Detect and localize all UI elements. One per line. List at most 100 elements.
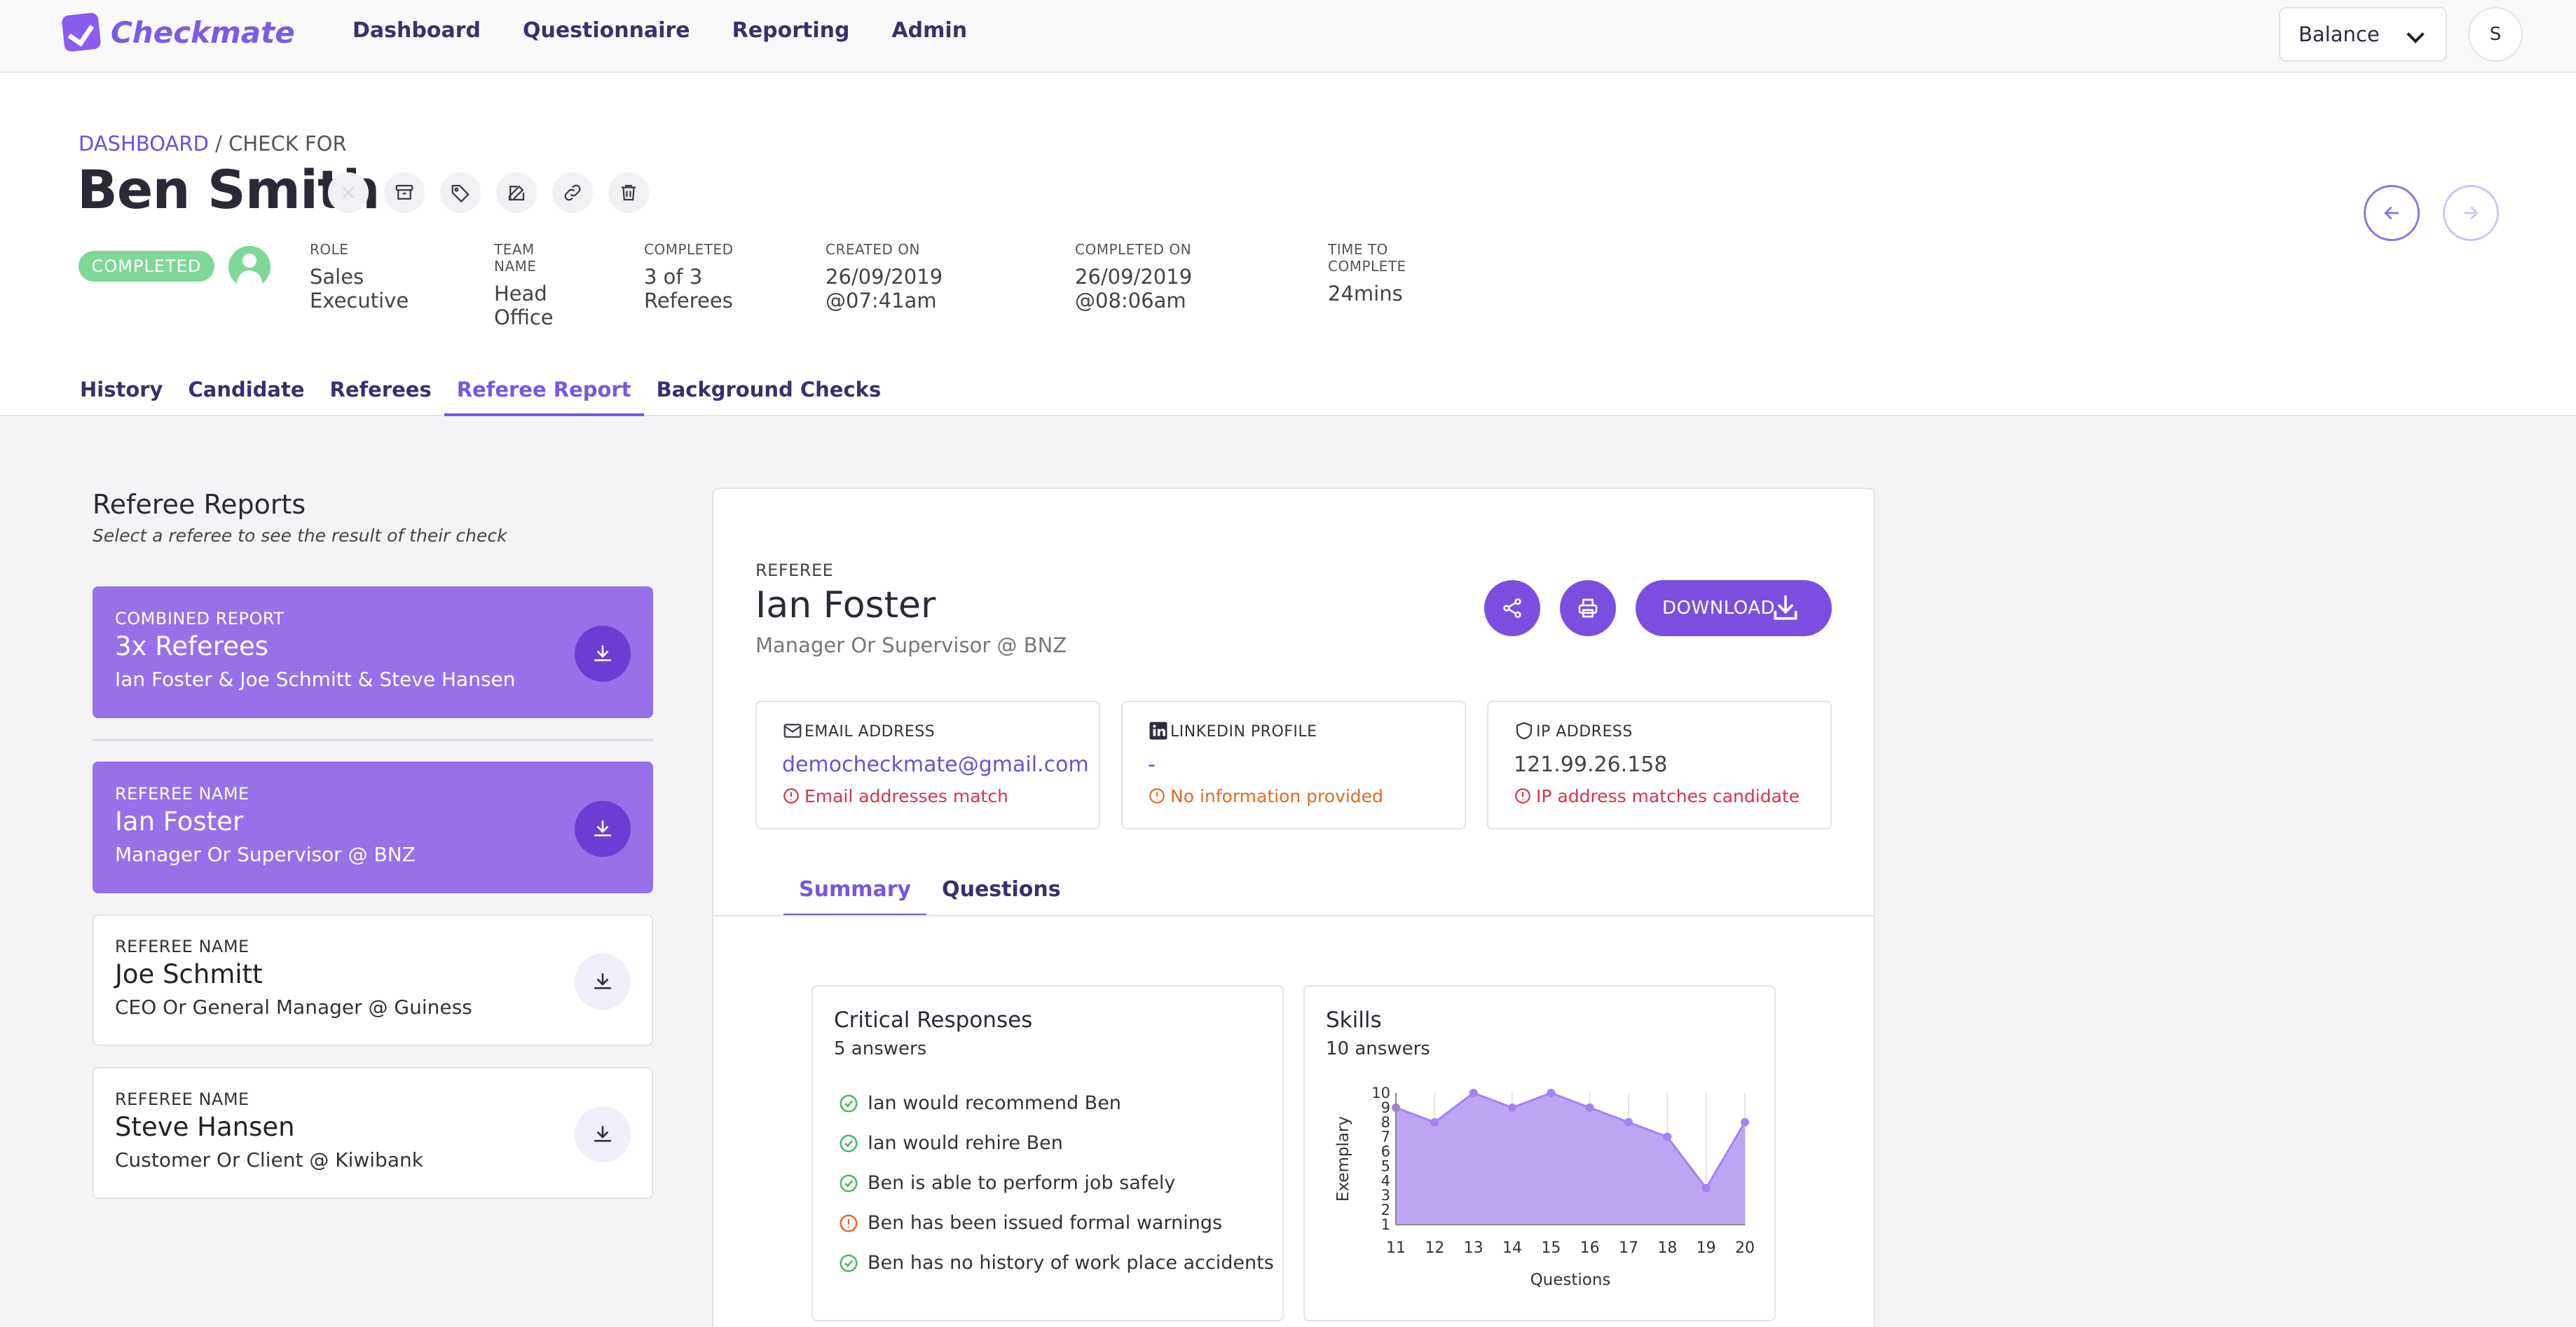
critical-response-text: Ian would rehire Ben — [868, 1132, 1063, 1154]
x-tick-label: 20 — [1735, 1239, 1755, 1257]
tab-background-checks[interactable]: Background Checks — [656, 378, 882, 401]
data-point — [1741, 1118, 1749, 1127]
referee-report-panel: REFEREE Ian Foster Manager Or Supervisor… — [712, 488, 1875, 1327]
edit-button[interactable] — [496, 172, 537, 213]
download-icon — [594, 820, 611, 837]
data-point — [1430, 1118, 1439, 1127]
referee-role: Manager Or Supervisor @ BNZ — [755, 633, 1067, 657]
meta-role: ROLE Sales Executive — [310, 241, 409, 312]
data-point — [1701, 1183, 1711, 1192]
alert-circle-icon — [840, 1214, 858, 1232]
meta-created-on: CREATED ON 26/09/2019 @07:41am — [825, 241, 943, 312]
card-label: REFEREE NAME — [115, 937, 249, 956]
combined-report-card[interactable]: COMBINED REPORT 3x Referees Ian Foster &… — [93, 586, 653, 718]
x-tick-label: 18 — [1657, 1239, 1677, 1257]
tag-button[interactable] — [440, 172, 481, 213]
y-axis-label: Exemplary — [1334, 1116, 1352, 1202]
check-circle-icon — [840, 1094, 858, 1112]
card-title: Skills — [1326, 1008, 1382, 1033]
meta-team: TEAM NAME Head Office — [494, 241, 554, 329]
email-value[interactable]: democheckmate@gmail.com — [782, 752, 1089, 777]
nav-dashboard[interactable]: Dashboard — [352, 18, 481, 43]
nav-questionnaire[interactable]: Questionnaire — [522, 18, 690, 43]
x-tick-label: 11 — [1386, 1239, 1406, 1257]
data-point — [1469, 1089, 1478, 1097]
linkedin-label: LINKEDIN PROFILE — [1170, 723, 1317, 741]
tab-candidate[interactable]: Candidate — [188, 378, 305, 401]
referee-card-steve-hansen[interactable]: REFEREE NAME Steve Hansen Customer Or Cl… — [93, 1067, 653, 1199]
tab-questions[interactable]: Questions — [942, 877, 1061, 902]
trash-icon — [622, 184, 636, 201]
check-circle-icon — [840, 1174, 858, 1192]
referee-card-ian-foster[interactable]: REFEREE NAME Ian Foster Manager Or Super… — [93, 762, 653, 893]
x-tick-label: 19 — [1697, 1239, 1716, 1257]
nav-reporting[interactable]: Reporting — [732, 18, 850, 43]
copy-link-button[interactable] — [552, 172, 593, 213]
close-icon — [343, 187, 354, 198]
delete-button[interactable] — [608, 172, 649, 213]
x-tick-label: 12 — [1425, 1239, 1444, 1257]
mail-icon — [783, 724, 802, 738]
previous-check-button[interactable] — [2364, 185, 2420, 241]
download-icon — [1774, 595, 1797, 620]
chevron-down-icon — [2406, 25, 2425, 43]
alert-circle-icon — [1515, 788, 1530, 804]
archive-button[interactable] — [384, 172, 425, 213]
share-button[interactable] — [1484, 580, 1540, 636]
shield-icon — [1516, 722, 1533, 740]
meta-label: TIME TO COMPLETE — [1328, 241, 1406, 275]
tab-summary[interactable]: Summary — [783, 874, 927, 916]
y-tick-label: 6 — [1381, 1143, 1390, 1160]
checkmark-logo-icon — [61, 12, 102, 53]
logo[interactable]: Checkmate — [61, 12, 295, 53]
archive-icon — [395, 184, 413, 200]
download-referee-button[interactable] — [575, 954, 631, 1010]
y-tick-label: 3 — [1381, 1187, 1390, 1204]
card-subtitle: Ian Foster & Joe Schmitt & Steve Hansen — [115, 668, 516, 691]
referee-card-joe-schmitt[interactable]: REFEREE NAME Joe Schmitt CEO Or General … — [93, 914, 653, 1046]
y-tick-label: 7 — [1381, 1129, 1390, 1146]
alert-circle-icon — [783, 788, 799, 804]
referee-name: Ian Foster — [755, 584, 936, 626]
share-icon — [1503, 598, 1521, 618]
breadcrumb-current: / CHECK FOR — [208, 132, 347, 156]
list-item: Ben has been issued formal warnings — [838, 1203, 1274, 1243]
card-subtitle: Customer Or Client @ Kiwibank — [115, 1148, 423, 1171]
download-icon — [594, 973, 611, 989]
link-icon — [564, 184, 581, 201]
tab-referee-report[interactable]: Referee Report — [444, 374, 644, 416]
critical-response-text: Ben has been issued formal warnings — [868, 1212, 1223, 1234]
list-item: Ian would recommend Ben — [838, 1083, 1274, 1123]
download-referee-button[interactable] — [575, 1106, 631, 1162]
tab-history[interactable]: History — [80, 378, 163, 401]
download-combined-button[interactable] — [575, 626, 631, 682]
download-referee-button[interactable] — [575, 801, 631, 857]
cancel-check-button[interactable] — [328, 172, 369, 213]
breadcrumb-dashboard-link[interactable]: DASHBOARD — [78, 132, 209, 156]
check-circle-icon — [840, 1134, 858, 1152]
linkedin-value[interactable]: - — [1148, 752, 1156, 777]
download-report-button[interactable]: DOWNLOAD — [1636, 580, 1832, 636]
card-name: Steve Hansen — [115, 1112, 295, 1142]
list-item: Ben is able to perform job safely — [838, 1163, 1274, 1203]
nav-admin[interactable]: Admin — [891, 18, 968, 43]
next-check-button[interactable] — [2443, 185, 2499, 241]
edit-icon — [508, 185, 525, 201]
ip-note: IP address matches candidate — [1536, 786, 1800, 806]
x-tick-label: 17 — [1619, 1239, 1638, 1257]
print-button[interactable] — [1560, 580, 1616, 636]
skills-area — [1396, 1093, 1745, 1225]
balance-dropdown[interactable]: Balance — [2279, 7, 2447, 62]
meta-label: CREATED ON — [825, 241, 920, 258]
main-nav: Dashboard Questionnaire Reporting Admin — [352, 18, 967, 43]
tab-referees[interactable]: Referees — [329, 378, 432, 401]
card-name: Joe Schmitt — [115, 959, 263, 989]
download-label: DOWNLOAD — [1662, 598, 1776, 619]
email-card: EMAIL ADDRESS democheckmate@gmail.com Em… — [755, 701, 1100, 830]
meta-value: 26/09/2019 @07:41am — [825, 265, 943, 312]
divider — [713, 915, 1874, 916]
user-avatar[interactable]: S — [2468, 7, 2523, 62]
ip-card: IP ADDRESS 121.99.26.158 IP address matc… — [1487, 701, 1832, 830]
meta-value: 24mins — [1328, 282, 1403, 305]
y-tick-label: 9 — [1381, 1099, 1390, 1116]
